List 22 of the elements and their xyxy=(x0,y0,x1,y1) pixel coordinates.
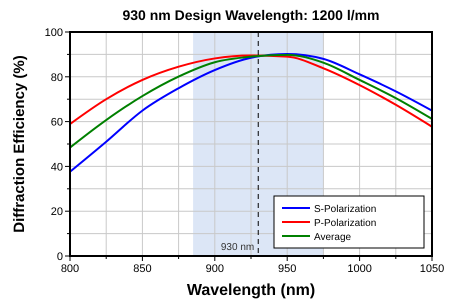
x-tick-label: 950 xyxy=(278,263,296,275)
legend-label: P-Polarization xyxy=(314,218,376,229)
ref-line-label: 930 nm xyxy=(220,242,254,253)
y-tick-label: 80 xyxy=(50,72,63,84)
x-tick-label: 1050 xyxy=(420,263,444,275)
y-tick-label: 20 xyxy=(50,206,63,218)
legend-label: Average xyxy=(314,232,352,243)
y-tick-label: 0 xyxy=(56,251,63,263)
y-tick-label: 100 xyxy=(44,27,63,39)
line-series xyxy=(69,52,433,173)
y-tick-label: 60 xyxy=(50,116,63,129)
x-tick-label: 800 xyxy=(60,263,80,275)
x-tick-label: 850 xyxy=(133,263,152,275)
x-axis-title: Wavelength (nm) xyxy=(186,282,316,299)
line-series xyxy=(69,54,433,128)
chart-title: 930 nm Design Wavelength: 1200 l/mm xyxy=(122,7,380,23)
line-series xyxy=(69,54,433,149)
x-tick-label: 900 xyxy=(206,263,224,275)
y-tick-label: 40 xyxy=(50,161,63,174)
legend-label: S-Polarization xyxy=(314,204,376,215)
y-axis-title: Diffraction Efficiency (%) xyxy=(11,55,28,233)
x-tick-label: 1000 xyxy=(347,263,372,275)
